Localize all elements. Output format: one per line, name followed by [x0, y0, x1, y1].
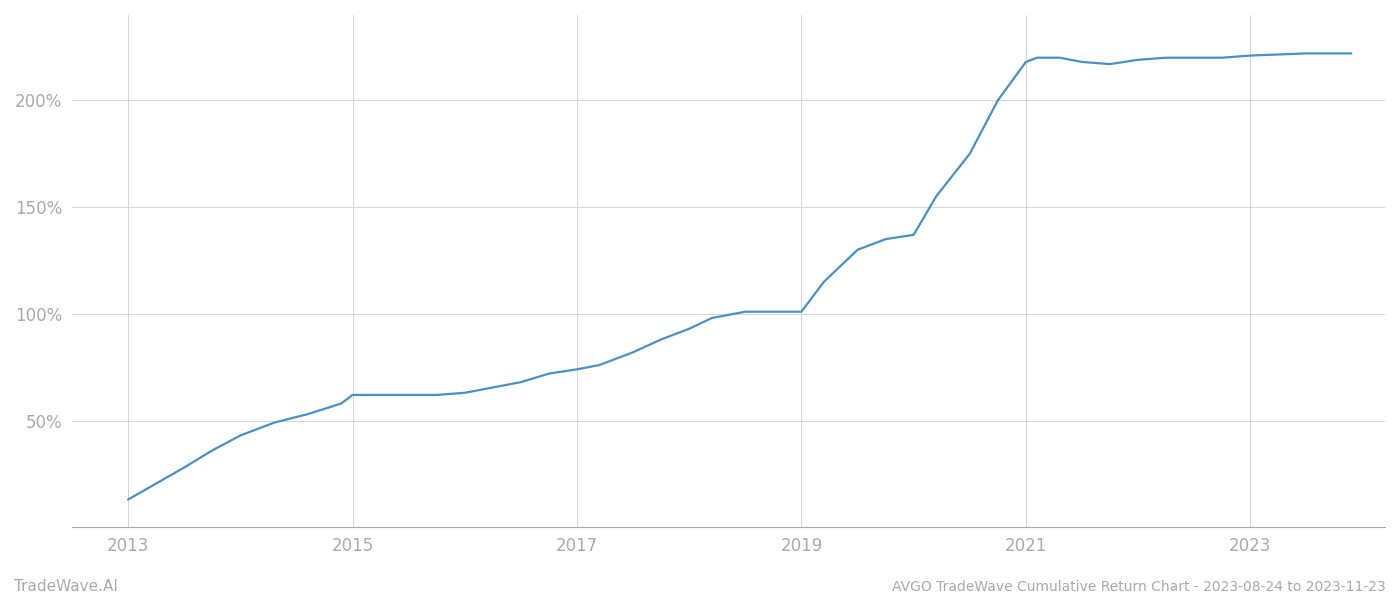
Text: AVGO TradeWave Cumulative Return Chart - 2023-08-24 to 2023-11-23: AVGO TradeWave Cumulative Return Chart -… — [892, 580, 1386, 594]
Text: TradeWave.AI: TradeWave.AI — [14, 579, 118, 594]
